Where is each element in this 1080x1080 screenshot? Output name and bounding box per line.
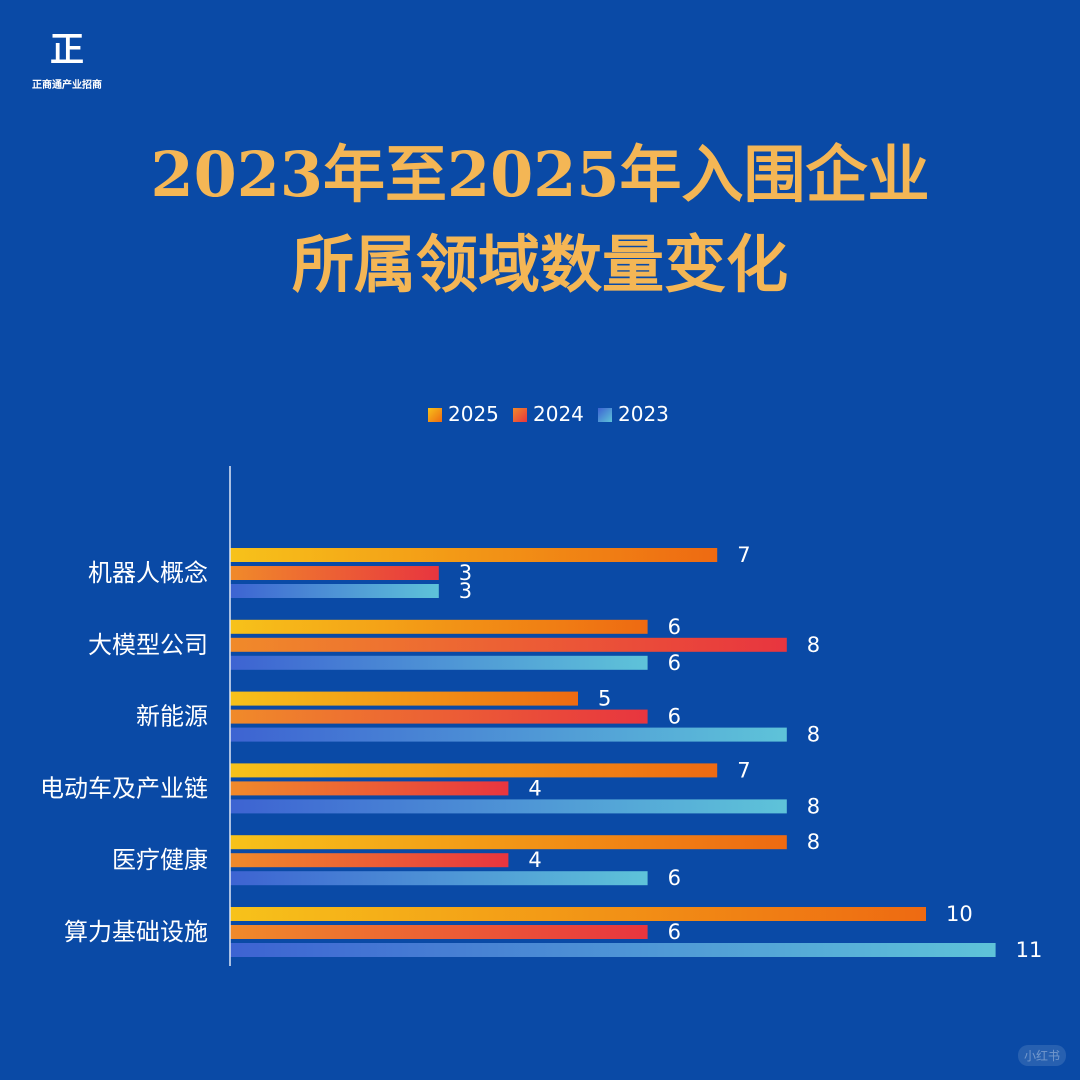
bar-2023 (230, 943, 996, 957)
bar-2025 (230, 763, 718, 778)
legend-label-2025: 2025 (448, 402, 499, 426)
brand-name: 正商通产业招商 (32, 80, 102, 91)
bar-2025 (230, 548, 718, 562)
bar-2023 (230, 871, 648, 886)
bar-2024 (230, 637, 787, 652)
legend-swatch-2023 (598, 408, 612, 422)
bar-2025 (230, 619, 648, 634)
bar-2024 (230, 566, 439, 580)
category-label: 机器人概念 (88, 559, 208, 587)
value-label-2023: 6 (668, 866, 681, 890)
value-label-2024: 8 (807, 633, 820, 657)
chart-bars (230, 548, 996, 957)
value-label-2023: 3 (459, 579, 472, 603)
bar-2024 (230, 925, 648, 939)
value-labels: 7 33 6 8 6 5 6 8 7 4 8 8 4 6 10 6 11 (459, 543, 1043, 962)
bar-2023 (230, 655, 648, 670)
category-label: 大模型公司 (88, 631, 208, 659)
value-label-2024: 6 (668, 920, 681, 944)
watermark: 小红书 (1017, 1045, 1066, 1066)
value-label-2023: 8 (807, 794, 820, 818)
chart-title: 2023年至2025年入围企业 所属领域数量变化 (0, 130, 1080, 310)
chart-legend: 2025 2024 2023 (428, 402, 669, 426)
legend-swatch-2025 (428, 408, 442, 422)
value-label-2023: 11 (1016, 938, 1043, 962)
bar-2025 (230, 907, 926, 921)
value-label-2024: 4 (528, 848, 541, 872)
category-label: 电动车及产业链 (40, 774, 208, 802)
legend-label-2023: 2023 (618, 402, 669, 426)
value-label-2025: 5 (598, 687, 611, 711)
value-label-2024: 4 (528, 776, 541, 800)
value-label-2023: 8 (807, 723, 820, 747)
value-label-2024: 3 (459, 561, 472, 585)
bar-2023 (230, 727, 787, 742)
chart-title-line2: 所属领域数量变化 (291, 228, 788, 301)
bar-2023 (230, 584, 439, 598)
brand-logo: 正 正商通产业招商 (26, 30, 108, 91)
bar-2025 (230, 835, 787, 850)
value-label-2025: 6 (668, 615, 681, 639)
bar-2024 (230, 781, 509, 796)
value-label-2025: 10 (946, 902, 973, 926)
value-label-2025: 8 (807, 830, 820, 854)
category-label: 算力基础设施 (64, 918, 208, 946)
bar-2025 (230, 691, 578, 706)
category-label: 新能源 (136, 703, 208, 731)
value-label-2025: 7 (737, 758, 750, 782)
chart-title-line1: 2023年至2025年入围企业 (150, 138, 930, 211)
bar-2023 (230, 799, 787, 814)
legend-label-2024: 2024 (533, 402, 584, 426)
value-label-2024: 6 (668, 705, 681, 729)
legend-swatch-2024 (513, 408, 527, 422)
bar-2024 (230, 709, 648, 724)
value-label-2023: 6 (668, 651, 681, 675)
brand-mark: 正 (50, 30, 84, 70)
value-label-2025: 7 (737, 543, 750, 567)
category-label: 医疗健康 (112, 846, 208, 874)
bar-2024 (230, 853, 509, 868)
